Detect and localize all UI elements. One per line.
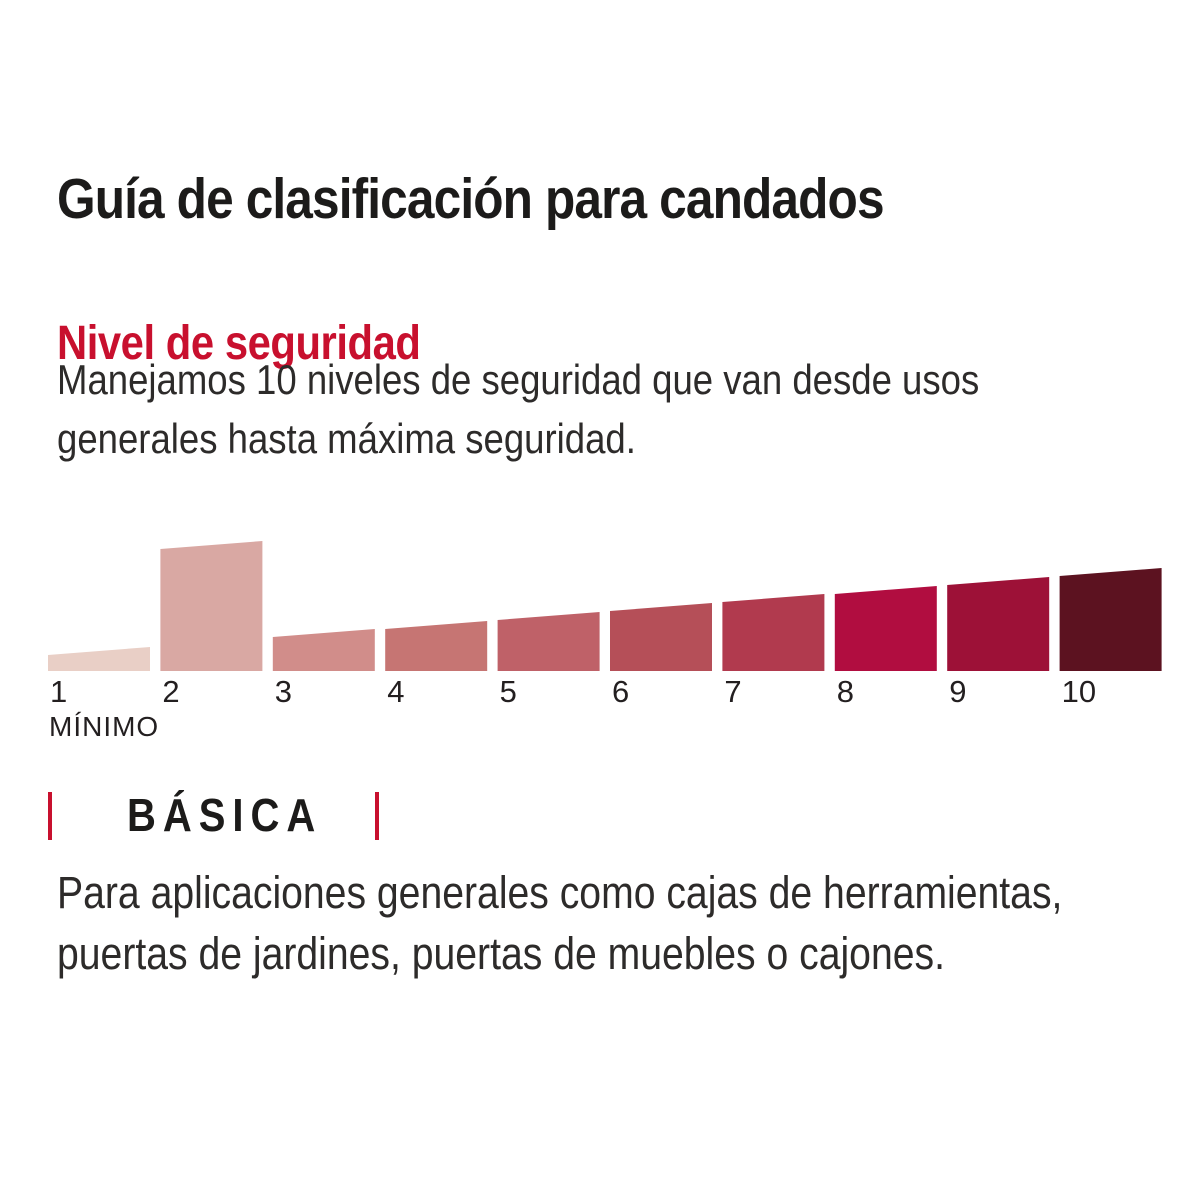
intro-line-2: generales hasta máxima seguridad. bbox=[57, 415, 636, 462]
level-axis-label-4: 4 bbox=[387, 674, 404, 709]
level-bar-8 bbox=[834, 586, 937, 671]
level-axis-label-6: 6 bbox=[612, 674, 629, 709]
level-axis-label-7: 7 bbox=[724, 674, 741, 709]
description-line-1: Para aplicaciones generales como cajas d… bbox=[57, 867, 1063, 918]
intro-paragraph: Manejamos 10 niveles de seguridad que va… bbox=[57, 350, 979, 468]
level-bar-9 bbox=[947, 577, 1050, 671]
level-bar-5 bbox=[497, 612, 600, 671]
level-axis-label-8: 8 bbox=[837, 674, 854, 709]
page-title: Guía de clasificación para candados bbox=[57, 167, 885, 232]
intro-line-1: Manejamos 10 niveles de seguridad que va… bbox=[57, 356, 980, 403]
classification-row: BÁSICA bbox=[0, 788, 1200, 844]
security-level-heading: Nivel de seguridad bbox=[57, 316, 421, 370]
level-axis-label-2: 2 bbox=[162, 674, 179, 709]
level-bar-3 bbox=[272, 629, 375, 671]
level-axis-label-10: 10 bbox=[1062, 674, 1096, 709]
classification-label: BÁSICA bbox=[127, 789, 323, 841]
left-tick-mark bbox=[48, 792, 52, 840]
minimum-label: MÍNIMO bbox=[49, 711, 159, 742]
level-axis-label-5: 5 bbox=[500, 674, 517, 709]
level-axis-label-3: 3 bbox=[275, 674, 292, 709]
level-bar-2-highlighted bbox=[160, 541, 263, 671]
security-level-chart-area: 1 2 3 4 5 6 7 8 9 10 MÍNIMO bbox=[0, 520, 1200, 760]
level-axis-label-1: 1 bbox=[50, 674, 67, 709]
level-bar-7 bbox=[722, 594, 825, 671]
level-bar-1 bbox=[48, 647, 150, 671]
level-bar-6 bbox=[610, 603, 712, 671]
level-axis-label-9: 9 bbox=[949, 674, 966, 709]
level-bar-10 bbox=[1059, 568, 1162, 671]
description-line-2: puertas de jardines, puertas de muebles … bbox=[57, 928, 945, 979]
level-bar-4 bbox=[385, 621, 488, 671]
classification-description: Para aplicaciones generales como cajas d… bbox=[57, 862, 1062, 984]
security-level-chart: 1 2 3 4 5 6 7 8 9 10 MÍNIMO bbox=[48, 541, 1162, 742]
right-tick-mark bbox=[375, 792, 379, 840]
